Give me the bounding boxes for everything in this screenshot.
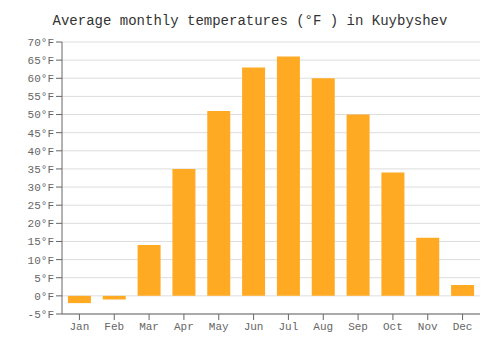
svg-text:15°F: 15°F xyxy=(28,236,54,248)
svg-text:55°F: 55°F xyxy=(28,91,54,103)
svg-text:45°F: 45°F xyxy=(28,128,54,140)
svg-text:Nov: Nov xyxy=(418,321,438,333)
svg-text:60°F: 60°F xyxy=(28,73,54,85)
svg-text:65°F: 65°F xyxy=(28,55,54,67)
svg-text:Aug: Aug xyxy=(313,321,333,333)
svg-text:Mar: Mar xyxy=(139,321,159,333)
svg-text:Jul: Jul xyxy=(279,321,299,333)
svg-text:Jun: Jun xyxy=(244,321,264,333)
html-text:Average monthly temperatures (: Average monthly temperatures (°F ) in Ku… xyxy=(52,13,448,29)
svg-text:-5°F: -5°F xyxy=(28,309,54,321)
svg-text:40°F: 40°F xyxy=(28,146,54,158)
svg-text:50°F: 50°F xyxy=(28,109,54,121)
svg-text:Jan: Jan xyxy=(70,321,90,333)
svg-text:Dec: Dec xyxy=(453,321,473,333)
svg-text:0°F: 0°F xyxy=(34,291,54,303)
svg-text:Apr: Apr xyxy=(174,321,194,333)
svg-text:5°F: 5°F xyxy=(34,273,54,285)
svg-text:May: May xyxy=(209,321,229,333)
svg-text:Feb: Feb xyxy=(104,321,124,333)
svg-text:35°F: 35°F xyxy=(28,164,54,176)
svg-text:10°F: 10°F xyxy=(28,255,54,267)
svg-text:30°F: 30°F xyxy=(28,182,54,194)
svg-text:Oct: Oct xyxy=(383,321,403,333)
svg-text:Sep: Sep xyxy=(348,321,368,333)
svg-text:70°F: 70°F xyxy=(28,37,54,49)
svg-text:20°F: 20°F xyxy=(28,218,54,230)
svg-text:25°F: 25°F xyxy=(28,200,54,212)
